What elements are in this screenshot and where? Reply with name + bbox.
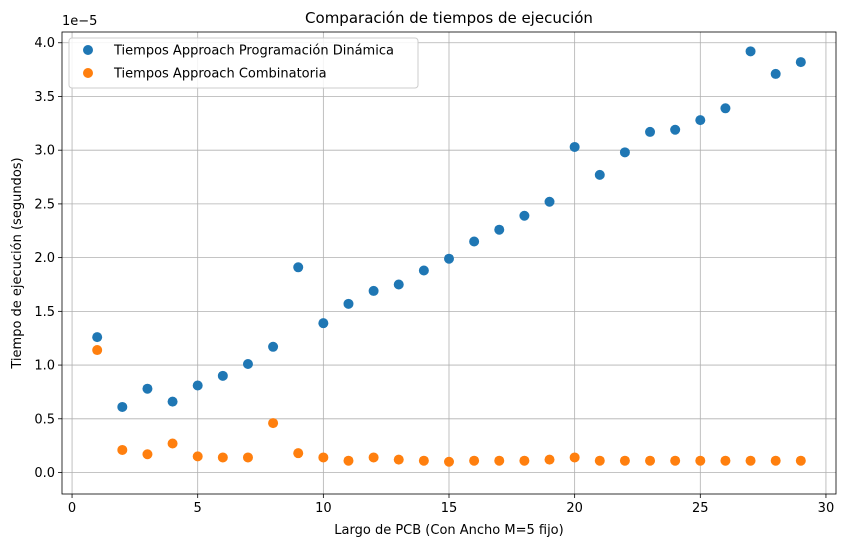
data-point bbox=[795, 455, 806, 466]
data-point bbox=[770, 455, 781, 466]
data-point bbox=[418, 455, 429, 466]
data-point bbox=[92, 345, 103, 356]
data-point bbox=[544, 196, 555, 207]
data-point bbox=[217, 452, 228, 463]
data-point bbox=[217, 370, 228, 381]
data-point bbox=[293, 262, 304, 273]
x-tick-label: 5 bbox=[194, 501, 202, 516]
x-tick-label: 20 bbox=[566, 501, 583, 516]
data-point bbox=[469, 455, 480, 466]
data-point bbox=[343, 298, 354, 309]
data-point bbox=[268, 418, 279, 429]
x-tick-label: 30 bbox=[818, 501, 835, 516]
data-point bbox=[293, 448, 304, 459]
data-point bbox=[770, 68, 781, 79]
data-point bbox=[469, 236, 480, 247]
y-tick-label: 2.5 bbox=[34, 197, 55, 212]
data-point bbox=[444, 456, 454, 467]
data-point bbox=[117, 444, 128, 455]
data-point bbox=[268, 341, 279, 352]
data-point bbox=[343, 455, 354, 466]
data-point bbox=[167, 396, 178, 407]
data-point bbox=[720, 103, 731, 114]
data-point bbox=[594, 455, 605, 466]
legend-entry-label: Tiempos Approach Programación Dinámica bbox=[113, 44, 394, 59]
data-point bbox=[569, 141, 580, 152]
data-point bbox=[142, 449, 153, 460]
grid-lines bbox=[62, 32, 836, 494]
y-tick-label: 1.0 bbox=[34, 359, 55, 374]
data-point bbox=[192, 380, 203, 391]
data-point bbox=[444, 253, 454, 264]
legend: Tiempos Approach Programación Dinámica Ti… bbox=[68, 37, 419, 89]
data-point bbox=[795, 57, 806, 68]
data-point bbox=[142, 383, 153, 394]
data-point bbox=[569, 452, 580, 463]
data-point bbox=[92, 332, 103, 343]
data-point bbox=[494, 224, 505, 235]
data-point bbox=[720, 455, 731, 466]
chart-title: Comparación de tiempos de ejecución bbox=[305, 9, 593, 27]
data-point bbox=[619, 147, 630, 158]
data-point bbox=[318, 452, 329, 463]
data-point bbox=[745, 455, 756, 466]
data-point bbox=[695, 115, 706, 126]
data-point bbox=[242, 452, 253, 463]
y-tick-label: 0.0 bbox=[34, 466, 55, 481]
legend-marker bbox=[83, 68, 93, 78]
data-point bbox=[167, 438, 178, 449]
data-point bbox=[695, 455, 706, 466]
data-point bbox=[242, 358, 253, 369]
axis-ticks: 0 5 10 15 20 25 30 0.0 0.5 1.0 1.5 2.0 2.5 3.0 3.5 4.0 bbox=[34, 36, 834, 516]
data-point bbox=[117, 401, 128, 412]
data-point bbox=[393, 454, 404, 465]
data-point bbox=[645, 455, 656, 466]
data-point bbox=[494, 455, 505, 466]
data-point bbox=[544, 454, 555, 465]
legend-entry-label: Tiempos Approach Combinatoria bbox=[113, 67, 327, 82]
series-1-points bbox=[92, 46, 806, 412]
x-axis-label: Largo de PCB (Con Ancho M=5 fijo) bbox=[334, 523, 563, 538]
data-point bbox=[192, 451, 203, 462]
x-tick-label: 15 bbox=[441, 501, 458, 516]
data-point bbox=[393, 279, 404, 290]
legend-box bbox=[68, 37, 419, 89]
data-points bbox=[92, 46, 806, 467]
data-point bbox=[368, 285, 379, 296]
data-point bbox=[619, 455, 630, 466]
y-offset-text: 1e−5 bbox=[62, 14, 97, 29]
y-tick-label: 4.0 bbox=[34, 36, 55, 51]
data-point bbox=[519, 455, 530, 466]
y-tick-label: 3.5 bbox=[34, 90, 55, 105]
y-tick-label: 3.0 bbox=[34, 144, 55, 159]
data-point bbox=[745, 46, 756, 57]
y-tick-label: 0.5 bbox=[34, 412, 55, 427]
y-tick-label: 2.0 bbox=[34, 251, 55, 266]
x-tick-label: 10 bbox=[315, 501, 332, 516]
data-point bbox=[318, 318, 329, 329]
data-point bbox=[368, 452, 379, 463]
legend-marker bbox=[83, 45, 93, 55]
data-point bbox=[594, 169, 605, 180]
x-tick-label: 25 bbox=[692, 501, 709, 516]
data-point bbox=[519, 210, 530, 221]
data-point bbox=[670, 455, 681, 466]
data-point bbox=[645, 126, 656, 137]
series-2-points bbox=[92, 345, 806, 467]
data-point bbox=[670, 124, 681, 135]
y-tick-label: 1.5 bbox=[34, 305, 55, 320]
data-point bbox=[418, 265, 429, 276]
x-tick-label: 0 bbox=[68, 501, 76, 516]
y-axis-label: Tiempo de ejecución (segundos) bbox=[10, 157, 25, 369]
